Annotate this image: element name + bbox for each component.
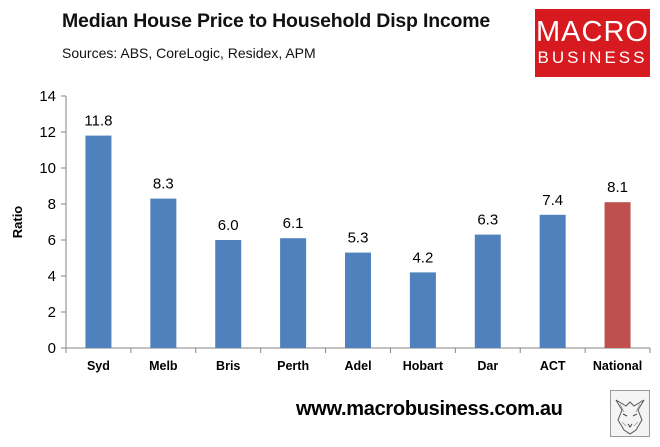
y-tick-label: 14 xyxy=(39,88,56,105)
footer-url: www.macrobusiness.com.au xyxy=(296,398,563,420)
y-tick-label: 10 xyxy=(39,160,56,177)
data-label-perth: 6.1 xyxy=(283,215,304,232)
data-label-syd: 11.8 xyxy=(84,113,112,130)
data-label-adel: 5.3 xyxy=(348,230,369,247)
x-tick-labels: Syd Melb Bris Perth Adel Hobart Dar ACT National xyxy=(87,359,642,373)
chart-bars xyxy=(85,135,631,348)
logo-line-1: MACRO xyxy=(536,16,649,48)
x-tick-label-dar: Dar xyxy=(477,359,498,373)
data-label-bris: 6.0 xyxy=(218,217,239,234)
x-tick-label-melb: Melb xyxy=(149,359,178,373)
x-tick-label-act: ACT xyxy=(540,359,566,373)
data-label-act: 7.4 xyxy=(542,192,563,209)
x-tick-label-perth: Perth xyxy=(277,359,309,373)
bar-dar xyxy=(474,234,501,348)
bar-perth xyxy=(280,238,307,348)
bar-hobart xyxy=(409,272,436,348)
x-tick-label-national: National xyxy=(593,359,642,373)
data-label-national: 8.1 xyxy=(607,179,628,196)
y-tick-label: 8 xyxy=(48,196,56,213)
y-axis-title-group: Ratio xyxy=(10,206,25,239)
y-tick-label: 0 xyxy=(48,340,56,357)
bar-chart: Ratio 11.8 8.3 6.0 6.1 5.3 4.2 6.3 7.4 8.1 Syd Me… xyxy=(10,88,651,373)
macrobusiness-logo: MACRO BUSINESS xyxy=(535,9,650,77)
bar-melb xyxy=(150,198,177,348)
y-tick-label: 4 xyxy=(48,268,56,285)
y-axis-title: Ratio xyxy=(10,206,25,239)
bar-syd xyxy=(85,135,112,348)
bar-national xyxy=(604,202,631,348)
chart-subtitle: Sources: ABS, CoreLogic, Residex, APM xyxy=(62,45,316,61)
x-tick-label-adel: Adel xyxy=(344,359,371,373)
chart-data-labels: 11.8 8.3 6.0 6.1 5.3 4.2 6.3 7.4 8.1 xyxy=(84,113,628,267)
data-label-melb: 8.3 xyxy=(153,176,174,193)
y-tick-label: 6 xyxy=(48,232,56,249)
y-tick-label: 12 xyxy=(39,124,56,141)
chart-title: Median House Price to Household Disp Inc… xyxy=(62,10,491,32)
x-tick-label-syd: Syd xyxy=(87,359,110,373)
bar-act xyxy=(539,214,566,348)
y-tick-labels: 0 2 4 6 8 10 12 14 xyxy=(39,88,56,357)
y-tick-label: 2 xyxy=(48,304,56,321)
bar-bris xyxy=(215,240,242,348)
logo-line-2: BUSINESS xyxy=(537,48,648,67)
x-tick-label-bris: Bris xyxy=(216,359,240,373)
data-label-dar: 6.3 xyxy=(477,212,498,229)
data-label-hobart: 4.2 xyxy=(412,249,433,266)
x-tick-label-hobart: Hobart xyxy=(403,359,444,373)
wolf-sketch-icon xyxy=(610,390,650,437)
bar-adel xyxy=(345,252,371,348)
